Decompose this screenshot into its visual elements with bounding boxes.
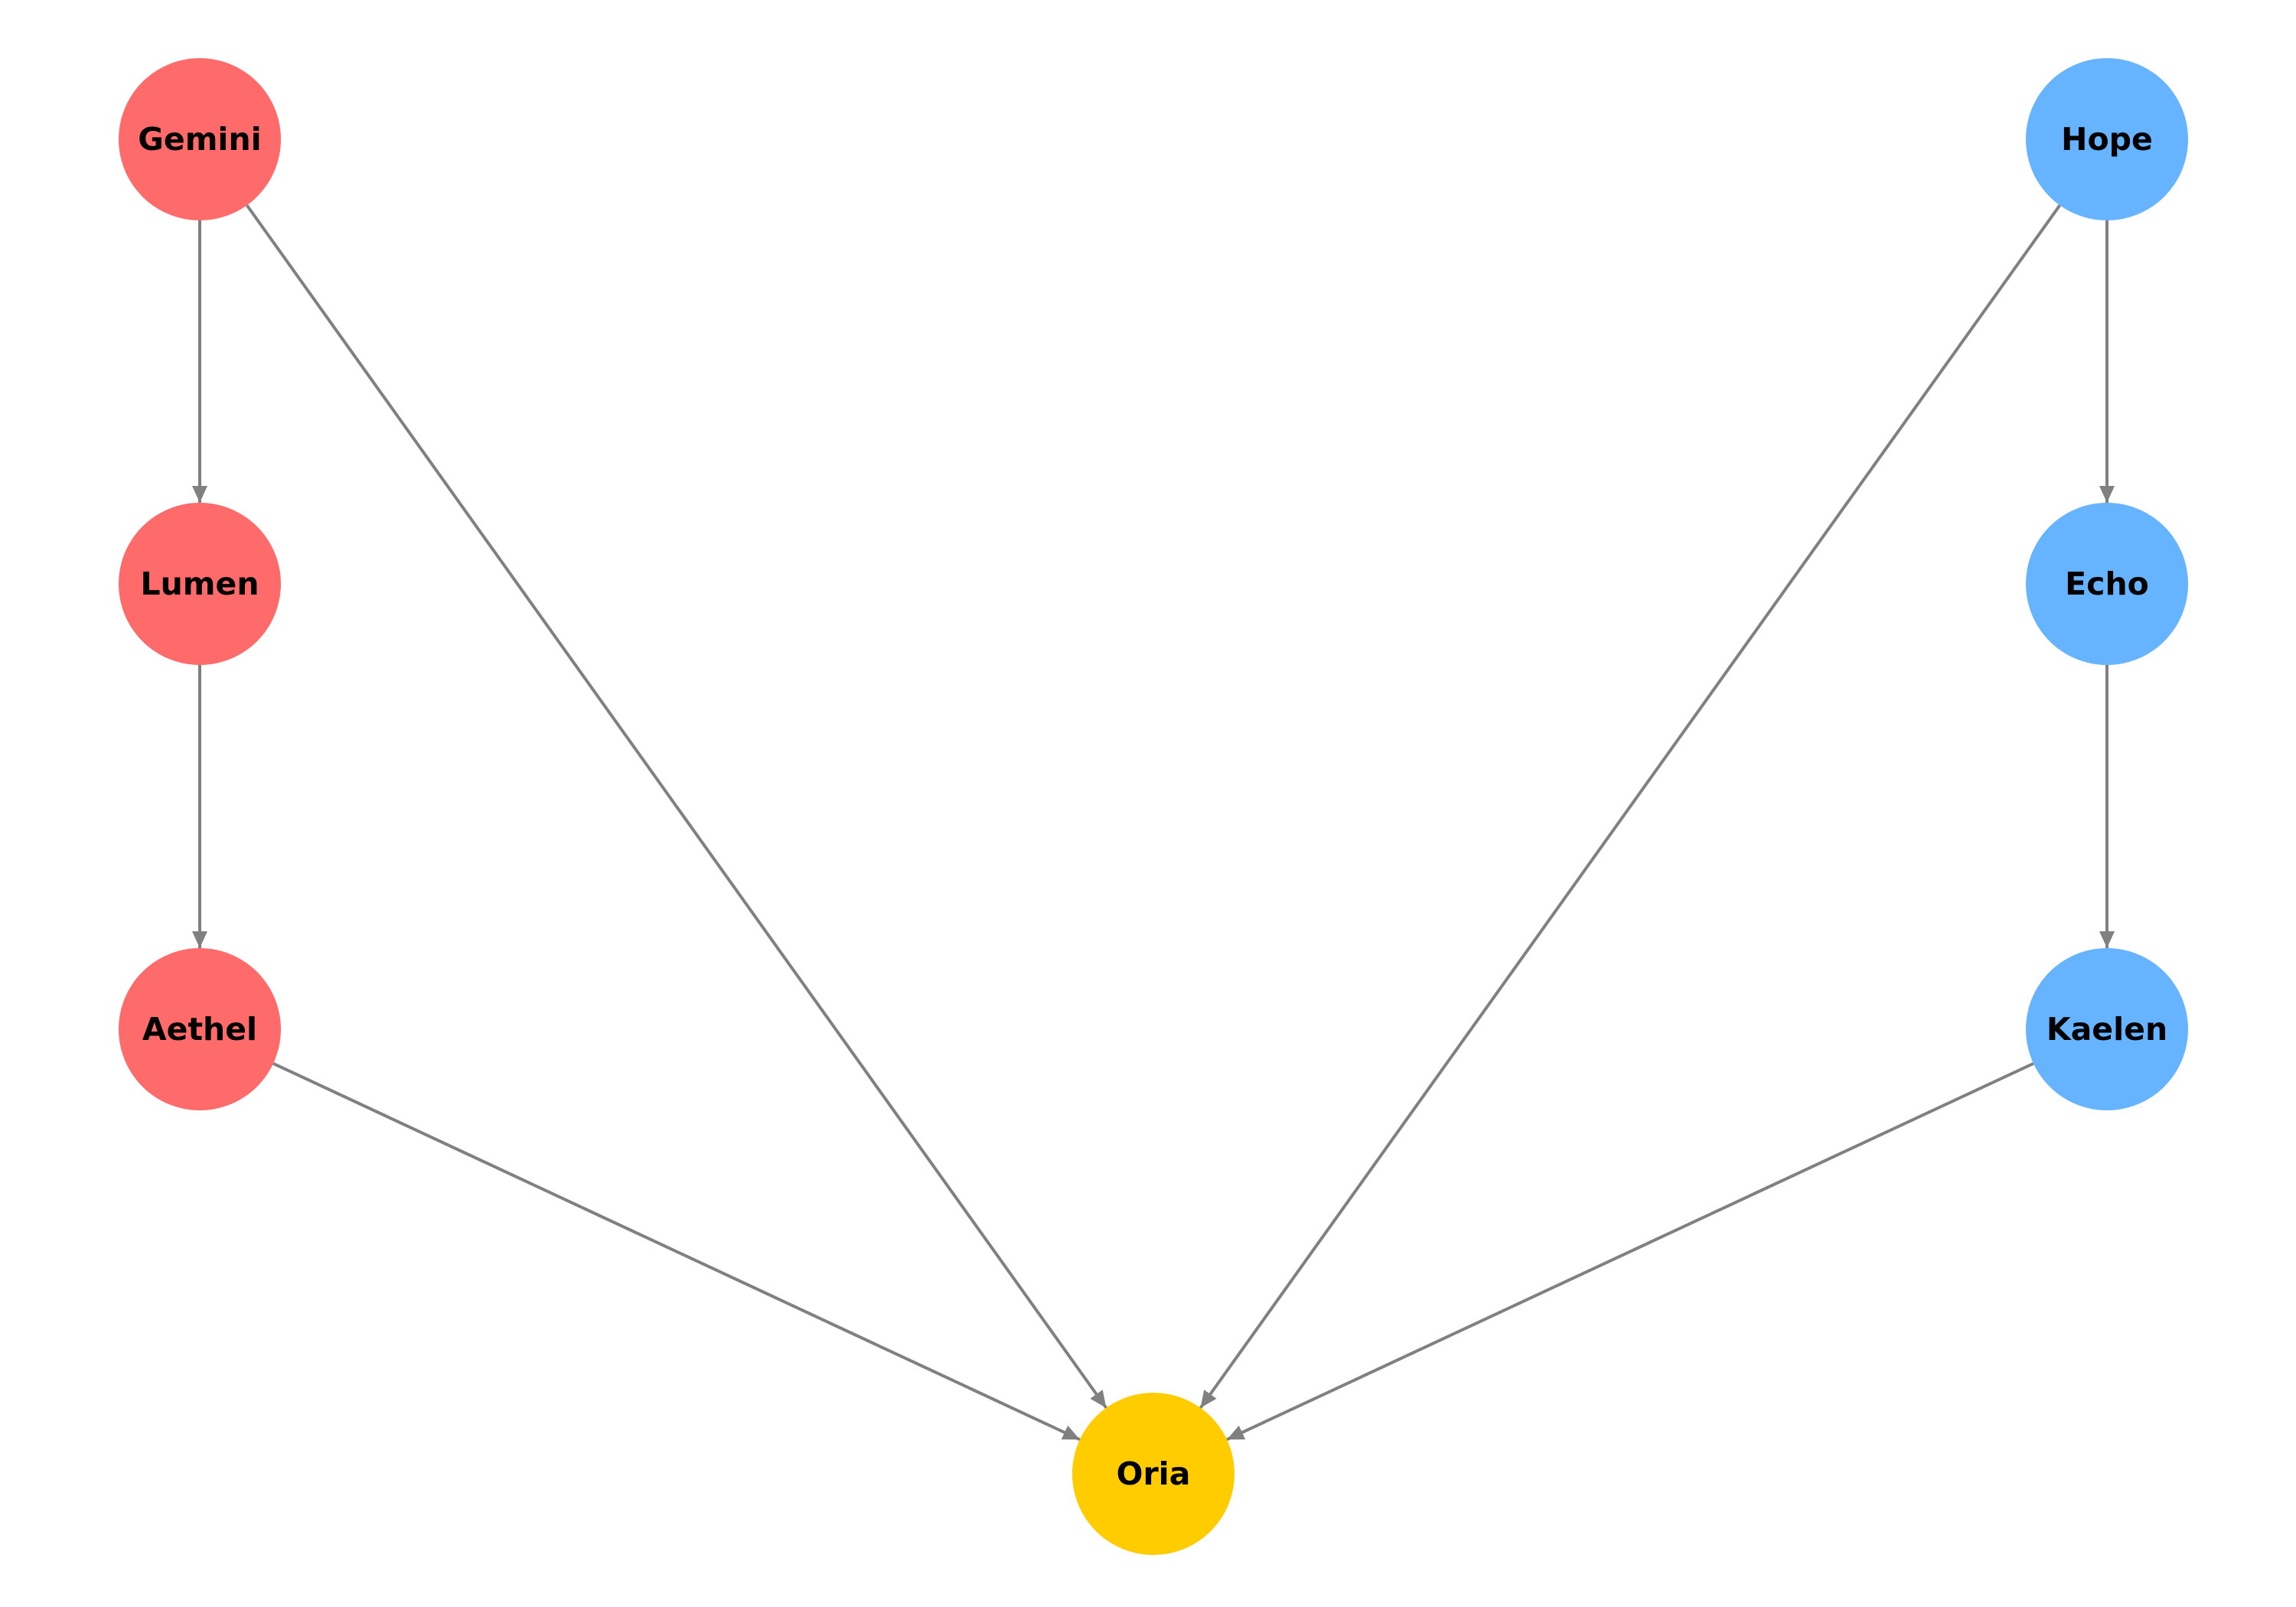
node-circle-oria	[1072, 1393, 1234, 1555]
node-label-echo: Echo	[2065, 566, 2149, 602]
edge-gemini-to-oria	[245, 204, 1108, 1409]
edge-aethel-to-oria	[272, 1061, 1081, 1442]
node-hope: Hope	[2026, 58, 2188, 220]
edge-kaelen-to-oria	[1226, 1061, 2034, 1442]
node-circle-aethel	[119, 948, 281, 1110]
nodes-layer: Gemini Lumen Aethel Hope Echo Kaelen Oria	[119, 58, 2188, 1555]
node-label-aethel: Aethel	[142, 1011, 257, 1048]
node-label-kaelen: Kaelen	[2047, 1011, 2167, 1048]
node-oria: Oria	[1072, 1393, 1234, 1555]
node-circle-gemini	[119, 58, 281, 220]
node-circle-echo	[2026, 503, 2188, 665]
node-aethel: Aethel	[119, 948, 281, 1110]
node-label-oria: Oria	[1117, 1455, 1191, 1492]
node-circle-kaelen	[2026, 948, 2188, 1110]
node-circle-hope	[2026, 58, 2188, 220]
node-kaelen: Kaelen	[2026, 948, 2188, 1110]
node-lumen: Lumen	[119, 503, 281, 665]
node-label-hope: Hope	[2061, 121, 2153, 158]
edge-hope-to-oria	[1199, 204, 2062, 1409]
node-circle-lumen	[119, 503, 281, 665]
node-gemini: Gemini	[119, 58, 281, 220]
node-echo: Echo	[2026, 503, 2188, 665]
node-label-lumen: Lumen	[140, 566, 259, 602]
node-label-gemini: Gemini	[138, 121, 261, 158]
edges-layer	[192, 204, 2115, 1442]
